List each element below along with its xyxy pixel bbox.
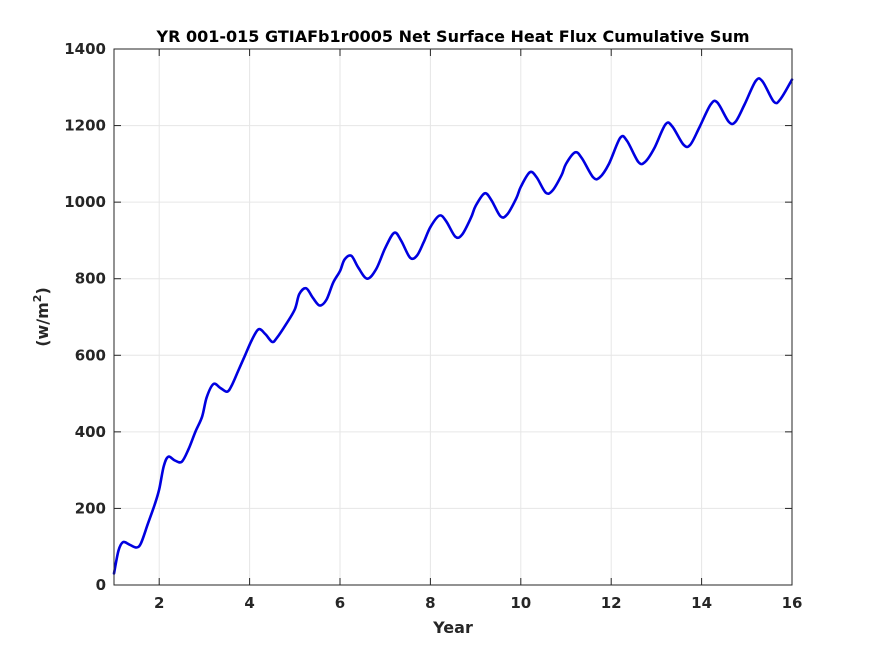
axis-ticks (114, 48, 793, 586)
data-series-line (112, 77, 794, 575)
y-axis-label: (w/m2) (31, 287, 52, 347)
y-tick-label: 400 (75, 423, 106, 441)
x-tick-label: 12 (601, 594, 622, 612)
x-tick-label: 8 (425, 594, 435, 612)
y-tick-labels: 0 200 400 600 800 1000 1200 1400 (64, 40, 106, 594)
plot-area (114, 49, 792, 585)
x-tick-labels: 2 4 6 8 10 12 14 16 (154, 594, 802, 612)
y-axis-label-close: ) (33, 287, 52, 294)
y-axis-label-base: (w/m (33, 302, 52, 347)
y-tick-label: 1000 (64, 193, 106, 211)
y-tick-label: 800 (75, 270, 106, 288)
x-tick-label: 14 (691, 594, 712, 612)
chart-title: YR 001-015 GTIAFb1r0005 Net Surface Heat… (155, 27, 749, 46)
x-tick-label: 6 (335, 594, 345, 612)
x-tick-label: 16 (782, 594, 803, 612)
x-tick-label: 10 (510, 594, 531, 612)
plot-frame (113, 48, 793, 586)
y-tick-label: 600 (75, 346, 106, 364)
x-tick-label: 2 (154, 594, 164, 612)
y-tick-label: 200 (75, 499, 106, 517)
y-tick-label: 1200 (64, 117, 106, 135)
y-tick-label: 0 (96, 576, 106, 594)
x-tick-label: 4 (244, 594, 254, 612)
y-tick-label: 1400 (64, 40, 106, 58)
x-axis-label: Year (432, 618, 473, 637)
y-axis-label-sup: 2 (31, 295, 44, 303)
